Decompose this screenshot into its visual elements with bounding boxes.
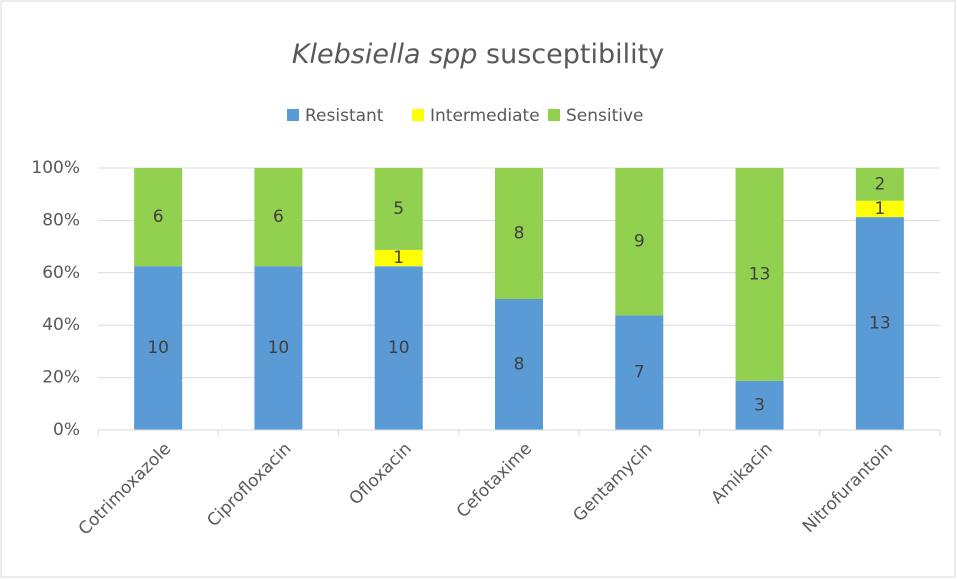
bar-segment bbox=[615, 315, 664, 430]
y-tick-label: 60% bbox=[42, 263, 80, 283]
data-label: 2 bbox=[874, 174, 885, 194]
bar-segment bbox=[254, 168, 303, 267]
bar-segment bbox=[495, 168, 543, 299]
data-label: 9 bbox=[634, 232, 645, 252]
legend-swatch bbox=[412, 109, 424, 121]
chart-title: Klebsiella spp susceptibility bbox=[292, 39, 664, 70]
data-label: 10 bbox=[388, 338, 410, 358]
legend-swatch bbox=[548, 109, 560, 121]
data-label: 8 bbox=[514, 355, 525, 375]
bar-segment bbox=[735, 168, 784, 381]
data-label: 7 bbox=[634, 363, 645, 383]
title-italic: Klebsiella spp bbox=[292, 39, 478, 70]
y-tick-label: 0% bbox=[53, 420, 80, 440]
data-label: 13 bbox=[869, 314, 891, 334]
data-label: 13 bbox=[749, 264, 771, 284]
title-text: susceptibility bbox=[486, 39, 664, 70]
data-label: 1 bbox=[393, 248, 404, 268]
data-label: 6 bbox=[273, 207, 284, 227]
data-label: 5 bbox=[393, 199, 404, 219]
bar-segment bbox=[855, 168, 904, 201]
y-tick-label: 100% bbox=[31, 158, 80, 178]
y-tick-label: 80% bbox=[42, 210, 80, 230]
legend-label: Sensitive bbox=[566, 106, 644, 126]
legend-label: Intermediate bbox=[430, 106, 540, 126]
bar-segment bbox=[374, 168, 423, 250]
bar-segment bbox=[134, 168, 183, 267]
bar-segment bbox=[374, 249, 423, 267]
bar-segment bbox=[495, 299, 543, 430]
data-label: 3 bbox=[754, 395, 765, 415]
bar-segment bbox=[855, 200, 904, 218]
data-label: 6 bbox=[153, 207, 164, 227]
bar-segment bbox=[855, 217, 904, 430]
data-label: 10 bbox=[268, 338, 290, 358]
y-tick-label: 20% bbox=[42, 368, 80, 388]
y-tick-label: 40% bbox=[42, 315, 80, 335]
data-label: 1 bbox=[874, 199, 885, 219]
data-label: 8 bbox=[514, 224, 525, 244]
bar-segment bbox=[374, 266, 423, 430]
bar-segment bbox=[735, 380, 784, 430]
bar-segment bbox=[134, 266, 183, 430]
legend-swatch bbox=[287, 109, 299, 121]
data-label: 10 bbox=[147, 338, 169, 358]
legend-label: Resistant bbox=[305, 106, 384, 126]
bar-segment bbox=[615, 168, 664, 316]
bar-segment bbox=[254, 266, 303, 430]
